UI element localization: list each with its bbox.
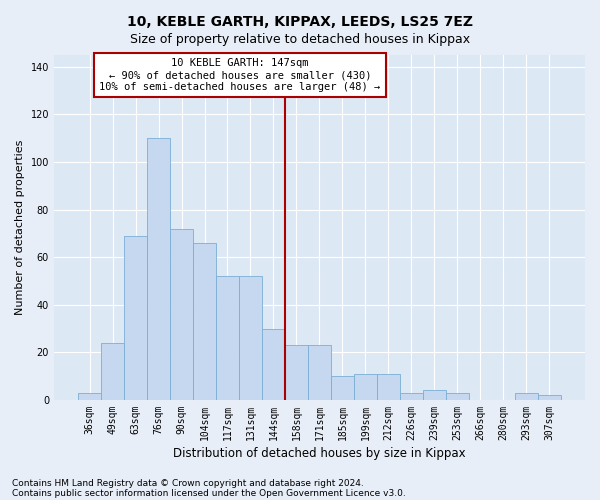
- Bar: [538, 395, 561, 400]
- Bar: [446, 393, 469, 400]
- Bar: [101, 343, 124, 400]
- Bar: [147, 138, 170, 400]
- Text: Size of property relative to detached houses in Kippax: Size of property relative to detached ho…: [130, 32, 470, 46]
- Bar: [377, 374, 400, 400]
- Text: Contains public sector information licensed under the Open Government Licence v3: Contains public sector information licen…: [12, 488, 406, 498]
- Bar: [262, 328, 285, 400]
- Bar: [78, 393, 101, 400]
- Bar: [400, 393, 423, 400]
- Bar: [515, 393, 538, 400]
- Bar: [124, 236, 147, 400]
- Text: 10, KEBLE GARTH, KIPPAX, LEEDS, LS25 7EZ: 10, KEBLE GARTH, KIPPAX, LEEDS, LS25 7EZ: [127, 15, 473, 29]
- Bar: [308, 345, 331, 400]
- Bar: [423, 390, 446, 400]
- Bar: [239, 276, 262, 400]
- Bar: [354, 374, 377, 400]
- Bar: [285, 345, 308, 400]
- Text: Contains HM Land Registry data © Crown copyright and database right 2024.: Contains HM Land Registry data © Crown c…: [12, 478, 364, 488]
- Bar: [170, 228, 193, 400]
- Bar: [193, 243, 216, 400]
- Bar: [216, 276, 239, 400]
- Y-axis label: Number of detached properties: Number of detached properties: [15, 140, 25, 315]
- X-axis label: Distribution of detached houses by size in Kippax: Distribution of detached houses by size …: [173, 447, 466, 460]
- Text: 10 KEBLE GARTH: 147sqm
← 90% of detached houses are smaller (430)
10% of semi-de: 10 KEBLE GARTH: 147sqm ← 90% of detached…: [99, 58, 380, 92]
- Bar: [331, 376, 354, 400]
